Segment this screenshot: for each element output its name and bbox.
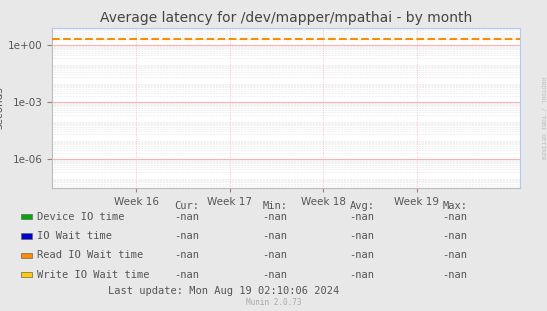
- Title: Average latency for /dev/mapper/mpathai - by month: Average latency for /dev/mapper/mpathai …: [100, 12, 472, 26]
- Text: -nan: -nan: [174, 231, 200, 241]
- Text: -nan: -nan: [443, 270, 468, 280]
- Text: Avg:: Avg:: [350, 201, 375, 211]
- Y-axis label: seconds: seconds: [0, 87, 5, 129]
- Text: RRDTOOL / TOBI OETIKER: RRDTOOL / TOBI OETIKER: [541, 77, 546, 160]
- Text: Max:: Max:: [443, 201, 468, 211]
- Text: -nan: -nan: [350, 270, 375, 280]
- Text: Read IO Wait time: Read IO Wait time: [37, 250, 143, 260]
- Text: Write IO Wait time: Write IO Wait time: [37, 270, 150, 280]
- Text: -nan: -nan: [443, 212, 468, 222]
- Text: -nan: -nan: [262, 250, 287, 260]
- Text: Munin 2.0.73: Munin 2.0.73: [246, 298, 301, 307]
- Text: Device IO time: Device IO time: [37, 212, 125, 222]
- Text: -nan: -nan: [350, 212, 375, 222]
- Text: -nan: -nan: [174, 212, 200, 222]
- Text: Cur:: Cur:: [174, 201, 200, 211]
- Text: -nan: -nan: [443, 250, 468, 260]
- Text: -nan: -nan: [443, 231, 468, 241]
- Text: -nan: -nan: [262, 231, 287, 241]
- Text: -nan: -nan: [262, 270, 287, 280]
- Text: -nan: -nan: [262, 212, 287, 222]
- Text: Last update: Mon Aug 19 02:10:06 2024: Last update: Mon Aug 19 02:10:06 2024: [108, 286, 339, 296]
- Text: -nan: -nan: [350, 250, 375, 260]
- Text: -nan: -nan: [174, 250, 200, 260]
- Text: -nan: -nan: [174, 270, 200, 280]
- Text: IO Wait time: IO Wait time: [37, 231, 112, 241]
- Text: Min:: Min:: [262, 201, 287, 211]
- Text: -nan: -nan: [350, 231, 375, 241]
